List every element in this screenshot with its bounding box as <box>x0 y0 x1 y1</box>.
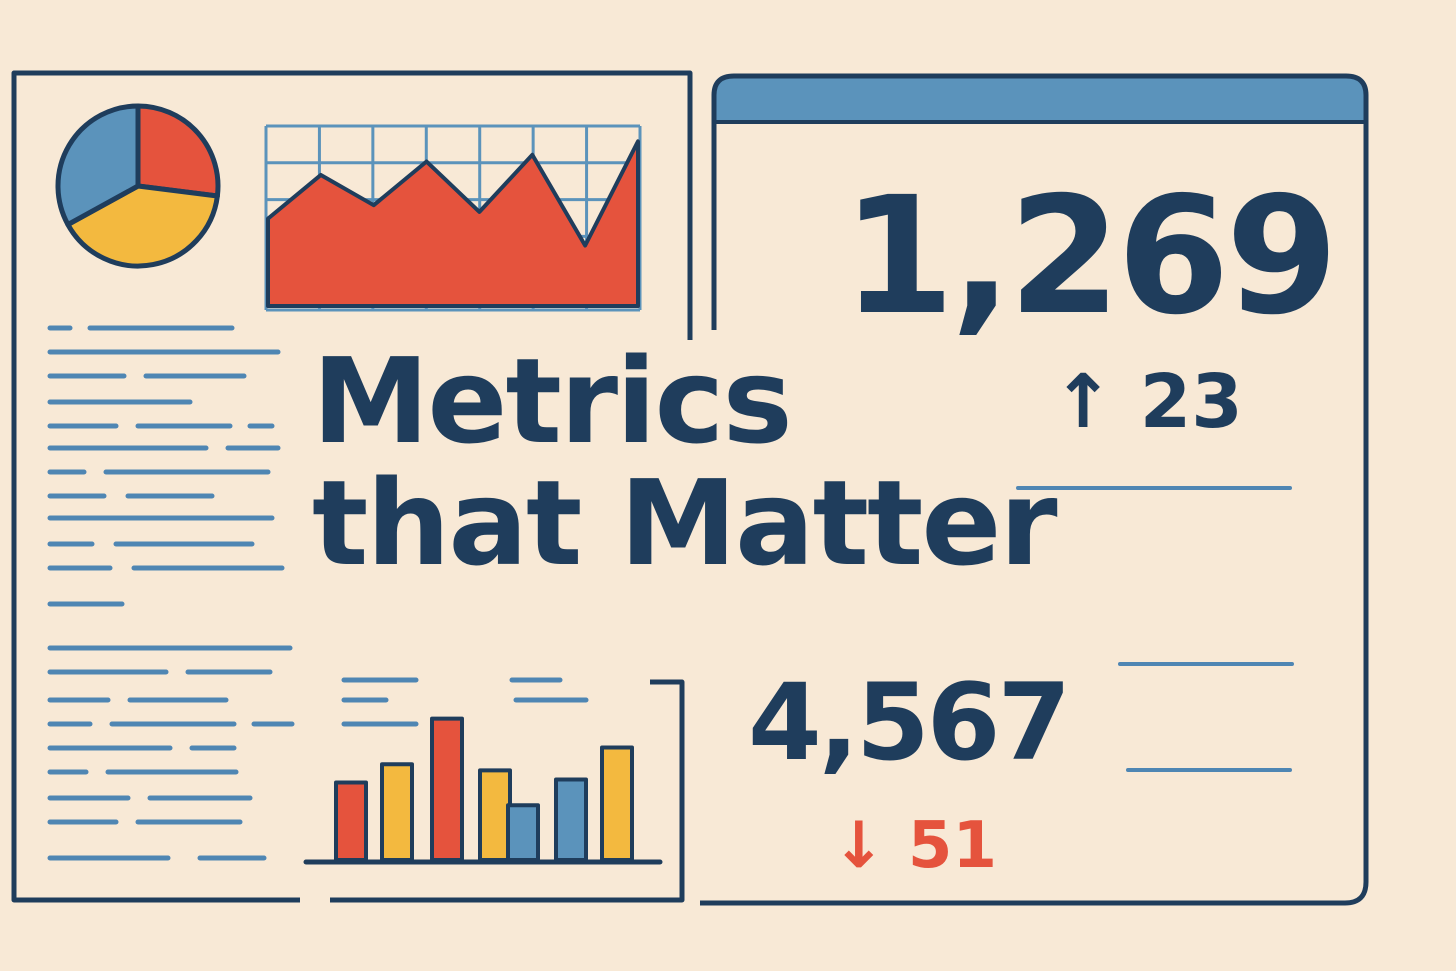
bar <box>380 762 414 862</box>
metrics-window <box>700 73 1369 906</box>
bar <box>600 745 634 863</box>
primary-metric-value: 1,269 <box>842 163 1338 351</box>
headline-title: Metrics that Matter <box>312 332 1058 592</box>
line-chart-area <box>266 139 640 308</box>
primary-metric-change: ↑ 23 <box>1052 362 1243 442</box>
bar <box>478 768 512 863</box>
report-document-panel <box>11 70 693 903</box>
secondary-metric-change: ↓ 51 <box>832 808 997 884</box>
pie-slice <box>55 103 141 228</box>
secondary-metric-value: 4,567 <box>748 661 1071 784</box>
pie-slice <box>135 103 221 199</box>
headline-line-2: that Matter <box>312 454 1058 592</box>
bar-chart <box>303 716 663 865</box>
pie-chart <box>55 103 221 269</box>
bar <box>334 780 368 862</box>
line-chart <box>264 124 642 312</box>
headline-line-1: Metrics <box>312 332 793 470</box>
arrow-up-icon: ↑ <box>1052 359 1115 445</box>
bar <box>506 803 540 863</box>
secondary-metric-change-value: 51 <box>907 809 997 883</box>
arrow-down-icon: ↓ <box>832 809 886 883</box>
metric-dividers <box>1016 486 1294 772</box>
primary-metric-change-value: 23 <box>1139 359 1243 445</box>
bar <box>554 777 588 862</box>
bar <box>430 716 464 863</box>
document-text-lines <box>47 325 589 861</box>
